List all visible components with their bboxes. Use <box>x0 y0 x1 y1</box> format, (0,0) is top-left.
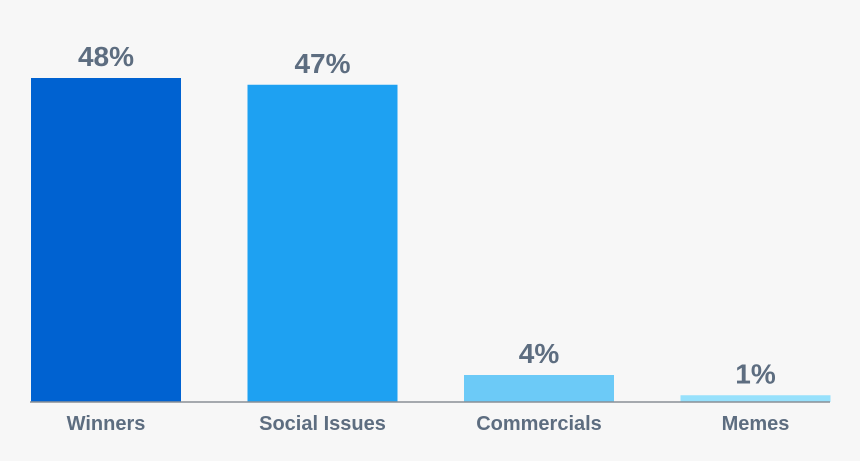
bar-social-issues <box>247 84 398 402</box>
value-label-memes: 1% <box>735 358 776 389</box>
category-label-winners: Winners <box>67 413 146 435</box>
bar-winners <box>31 78 181 402</box>
value-label-winners: 48% <box>78 41 134 72</box>
bar-memes <box>680 395 831 402</box>
value-label-social-issues: 47% <box>294 48 350 79</box>
category-label-commercials: Commercials <box>476 413 602 435</box>
bars-group <box>31 78 831 402</box>
category-label-memes: Memes <box>722 413 790 435</box>
value-label-commercials: 4% <box>519 338 560 369</box>
category-label-social-issues: Social Issues <box>259 413 386 435</box>
category-labels-group: Winners Social Issues Commercials Memes <box>67 413 790 435</box>
bar-commercials <box>464 375 614 402</box>
value-labels-group: 48% 47% 4% 1% <box>78 41 776 389</box>
